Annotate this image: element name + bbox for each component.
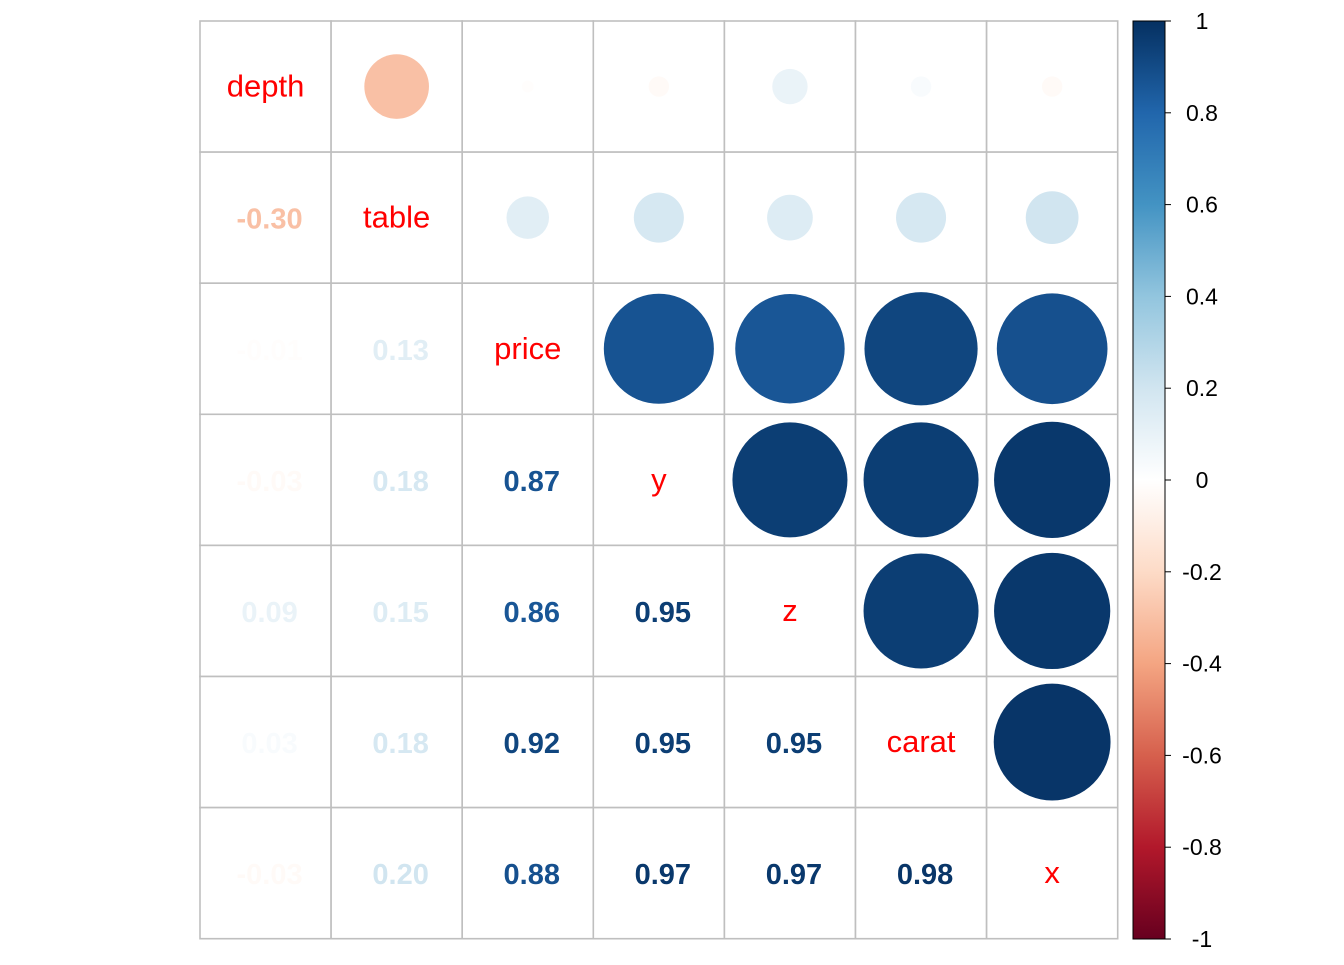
correlation-value: 0.03 — [241, 728, 297, 760]
variable-label-carat: carat — [887, 724, 956, 759]
correlation-circle — [633, 192, 684, 243]
grid-cell — [592, 806, 726, 940]
correlation-circle — [1025, 191, 1079, 245]
correlation-value: -0.30 — [236, 204, 302, 236]
correlation-circle — [994, 552, 1111, 670]
colorbar-tick-label: -0.8 — [1182, 834, 1222, 860]
correlation-value: -0.03 — [236, 466, 302, 498]
colorbar-tick-label: 0.6 — [1186, 192, 1218, 218]
correlation-value: 0.97 — [766, 859, 822, 891]
correlation-value: 0.95 — [766, 728, 822, 760]
grid-cell — [985, 151, 1119, 285]
variable-label-depth: depth — [227, 69, 305, 104]
correlation-value: 0.98 — [897, 859, 953, 891]
grid-cell — [592, 413, 726, 547]
correlation-circle — [1041, 76, 1063, 97]
grid-cell — [461, 544, 595, 678]
correlation-value: 0.18 — [372, 466, 428, 498]
correlation-value: -0.01 — [236, 335, 302, 367]
correlation-circle — [364, 54, 429, 119]
grid-cell — [199, 151, 332, 285]
grid-cell — [199, 544, 332, 678]
correlation-value: 0.18 — [372, 728, 428, 760]
mark-layer: depth -0.30 table -0.01 0.13 price -0.03 0.18 0.… — [227, 54, 1111, 891]
grid-cell — [461, 675, 595, 809]
grid-cell — [723, 806, 857, 940]
variable-label-z: z — [782, 593, 798, 628]
correlation-circle — [603, 293, 714, 404]
correlation-circle — [994, 421, 1111, 538]
colorbar-tick-label: 1 — [1196, 8, 1209, 34]
grid-cell — [723, 675, 857, 809]
variable-label-x: x — [1044, 855, 1060, 890]
colorbar-tick-label: 0.2 — [1186, 375, 1218, 401]
grid-cell — [985, 806, 1119, 940]
correlation-circle — [767, 194, 813, 241]
correlation-circle — [863, 422, 979, 538]
variable-label-y: y — [651, 462, 667, 497]
grid-cell — [330, 413, 464, 547]
correlation-circle — [772, 68, 808, 105]
correlation-circle — [648, 76, 670, 97]
correlation-circle — [910, 76, 932, 97]
colorbar-tick-label: 0.4 — [1186, 283, 1218, 309]
correlation-value: -0.03 — [236, 859, 302, 891]
grid-cell — [330, 282, 464, 416]
correlation-circle — [896, 192, 947, 243]
correlation-value: 0.95 — [635, 728, 691, 760]
grid-cell — [199, 806, 332, 940]
correlation-circle — [732, 422, 848, 538]
variable-label-price: price — [494, 331, 561, 366]
correlation-circle — [864, 292, 978, 406]
correlation-value: 0.87 — [504, 466, 560, 498]
correlation-value: 0.97 — [635, 859, 691, 891]
grid-cell — [854, 806, 988, 940]
correlation-circle — [735, 294, 845, 404]
correlation-circle — [521, 80, 534, 93]
correlation-circle — [863, 553, 979, 669]
grid-cell — [330, 675, 464, 809]
correlation-value: 0.09 — [241, 597, 297, 629]
correlation-value: 0.15 — [372, 597, 428, 629]
grid-cell — [199, 675, 332, 809]
colorbar-tick-label: 0.8 — [1186, 100, 1218, 126]
correlation-value: 0.92 — [504, 728, 560, 760]
colorbar-tick-label: -0.6 — [1182, 742, 1222, 768]
correlation-value: 0.88 — [504, 859, 560, 891]
correlation-value: 0.20 — [372, 859, 428, 891]
colorbar-tick-label: -0.2 — [1182, 559, 1222, 585]
correlation-value: 0.13 — [372, 335, 428, 367]
grid-cell — [592, 675, 726, 809]
grid-cell — [461, 806, 595, 940]
grid-cell — [461, 282, 595, 416]
colorbar-gradient — [1133, 21, 1165, 939]
grid-cell — [199, 413, 332, 547]
colorbar-tick-label: -0.4 — [1182, 651, 1222, 677]
correlation-circle — [996, 293, 1108, 405]
correlation-value: 0.86 — [504, 597, 560, 629]
correlation-value: 0.95 — [635, 597, 691, 629]
correlation-circle — [993, 683, 1111, 801]
colorbar-tick-label: 0 — [1196, 467, 1209, 493]
variable-label-table: table — [363, 200, 430, 235]
correlation-circle — [506, 196, 550, 239]
grid-cell — [199, 20, 332, 153]
colorbar: 1 0.8 0.6 0.4 0.2 0 -0.2 -0.4 -0.6 -0.8 -1 — [1132, 8, 1222, 952]
colorbar-tick-label: -1 — [1192, 926, 1212, 952]
